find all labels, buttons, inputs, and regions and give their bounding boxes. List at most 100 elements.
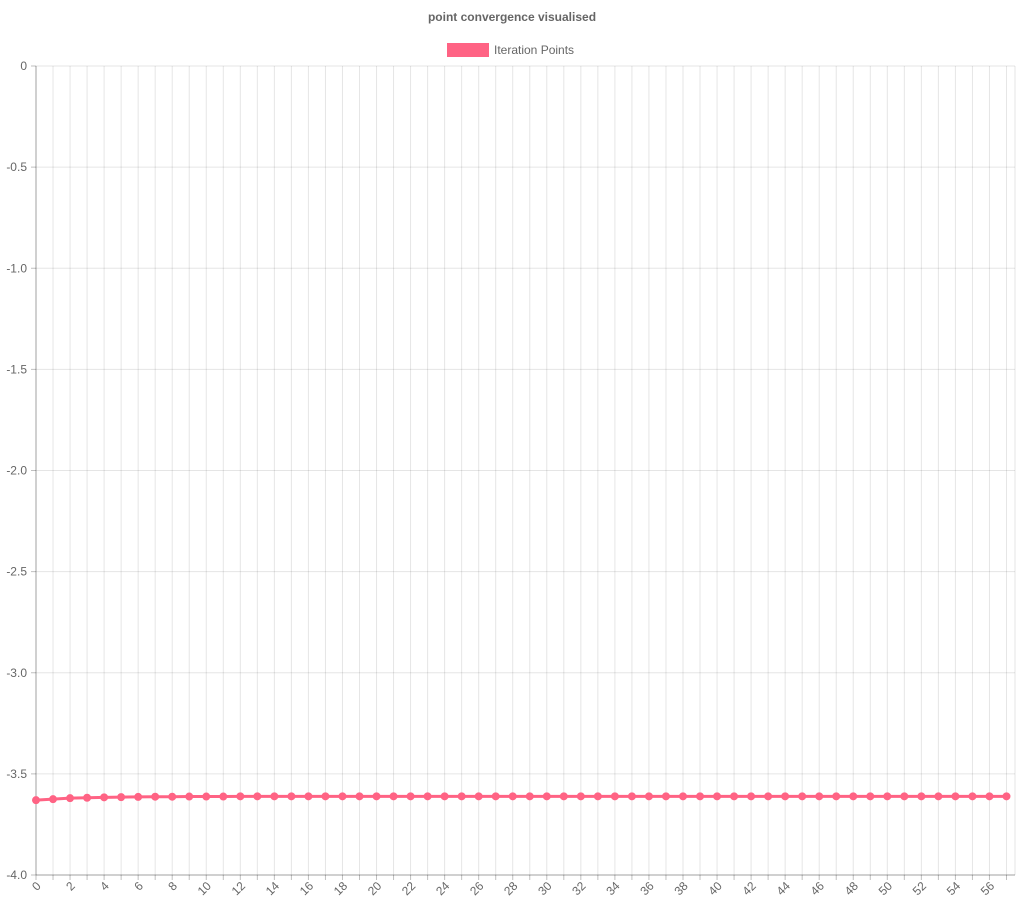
y-tick-label: -1.0 [6, 261, 27, 275]
data-point[interactable] [219, 792, 228, 801]
data-point[interactable] [730, 792, 739, 801]
x-tick-label: 12 [229, 879, 249, 899]
x-tick-label: 16 [297, 879, 317, 899]
y-tick-label: -0.5 [6, 160, 27, 174]
x-tick-label: 54 [944, 879, 964, 899]
x-tick-label: 2 [63, 879, 78, 894]
data-point[interactable] [525, 792, 534, 801]
data-point[interactable] [287, 792, 296, 801]
data-point[interactable] [321, 792, 330, 801]
x-tick-label: 26 [467, 879, 487, 899]
data-point[interactable] [1002, 792, 1011, 801]
x-tick-label: 8 [165, 879, 180, 894]
x-tick-label: 28 [501, 879, 521, 899]
x-tick-label: 52 [910, 879, 930, 899]
x-tick-label: 18 [331, 879, 351, 899]
data-point[interactable] [985, 792, 994, 801]
data-point[interactable] [508, 792, 517, 801]
data-point[interactable] [696, 792, 705, 801]
data-point[interactable] [236, 792, 245, 801]
data-point[interactable] [883, 792, 892, 801]
y-tick-label: -1.5 [6, 362, 27, 376]
data-point[interactable] [815, 792, 824, 801]
data-point[interactable] [866, 792, 875, 801]
chart-title: point convergence visualised [428, 10, 596, 24]
x-tick-label: 44 [774, 879, 794, 899]
data-point[interactable] [32, 796, 40, 805]
data-point[interactable] [117, 793, 126, 802]
y-tick-label: 0 [20, 59, 27, 73]
data-point[interactable] [457, 792, 466, 801]
x-tick-label: 22 [399, 879, 419, 899]
data-point[interactable] [423, 792, 432, 801]
x-tick-label: 56 [978, 879, 998, 899]
data-point[interactable] [253, 792, 262, 801]
data-point[interactable] [610, 792, 619, 801]
data-point[interactable] [917, 792, 926, 801]
data-point[interactable] [49, 795, 58, 804]
data-point[interactable] [440, 792, 449, 801]
data-point[interactable] [491, 792, 500, 801]
data-point[interactable] [202, 792, 211, 801]
data-point[interactable] [764, 792, 773, 801]
y-tick-label: -3.5 [6, 767, 27, 781]
data-point[interactable] [934, 792, 943, 801]
x-tick-label: 14 [263, 879, 283, 899]
series-line-iteration-points [35, 794, 1007, 802]
data-point[interactable] [900, 792, 909, 801]
x-axis-ticks: 0 2 4 6 8 10 12 14 16 18 20 22 24 26 28 30 32 34 36 38 40 42 4… [29, 879, 997, 899]
x-tick-label: 0 [29, 879, 44, 894]
y-axis-ticks: 0 -0.5 -1.0 -1.5 -2.0 -2.5 -3.0 -3.5 -4.0 [6, 59, 27, 882]
x-tick-label: 4 [97, 879, 112, 894]
legend-swatch [447, 43, 489, 57]
data-point[interactable] [134, 792, 143, 801]
x-tick-label: 36 [637, 879, 657, 899]
data-point[interactable] [593, 792, 602, 801]
x-tick-label: 30 [535, 879, 555, 899]
y-tick-label: -2.5 [6, 565, 27, 579]
data-point[interactable] [406, 792, 415, 801]
x-tick-label: 42 [740, 879, 760, 899]
data-point[interactable] [474, 792, 483, 801]
data-point[interactable] [355, 792, 364, 801]
data-point[interactable] [372, 792, 381, 801]
y-tick-label: -2.0 [6, 464, 27, 478]
data-point[interactable] [185, 792, 194, 801]
data-point[interactable] [798, 792, 807, 801]
data-point[interactable] [627, 792, 636, 801]
x-tick-label: 10 [195, 879, 215, 899]
data-point[interactable] [83, 793, 92, 802]
data-point[interactable] [168, 792, 177, 801]
x-tick-label: 48 [842, 879, 862, 899]
data-point[interactable] [832, 792, 841, 801]
data-point[interactable] [100, 793, 109, 802]
data-point[interactable] [849, 792, 858, 801]
data-point[interactable] [781, 792, 790, 801]
data-point[interactable] [389, 792, 398, 801]
x-tick-label: 38 [671, 879, 691, 899]
data-point[interactable] [559, 792, 568, 801]
data-point[interactable] [542, 792, 551, 801]
data-point[interactable] [713, 792, 722, 801]
legend[interactable]: Iteration Points [447, 43, 574, 57]
grid [31, 65, 1016, 880]
data-point[interactable] [661, 792, 670, 801]
x-tick-label: 40 [705, 879, 725, 899]
series-iteration-points [32, 792, 1011, 805]
data-point[interactable] [678, 792, 687, 801]
data-point[interactable] [151, 792, 160, 801]
x-tick-label: 50 [876, 879, 896, 899]
data-point[interactable] [338, 792, 347, 801]
x-tick-label: 20 [365, 879, 385, 899]
data-point[interactable] [576, 792, 585, 801]
data-point[interactable] [747, 792, 756, 801]
legend-label: Iteration Points [494, 43, 574, 57]
data-point[interactable] [304, 792, 313, 801]
data-point[interactable] [968, 792, 977, 801]
data-point[interactable] [270, 792, 279, 801]
data-point[interactable] [644, 792, 653, 801]
data-point[interactable] [951, 792, 960, 801]
data-point[interactable] [66, 794, 75, 803]
